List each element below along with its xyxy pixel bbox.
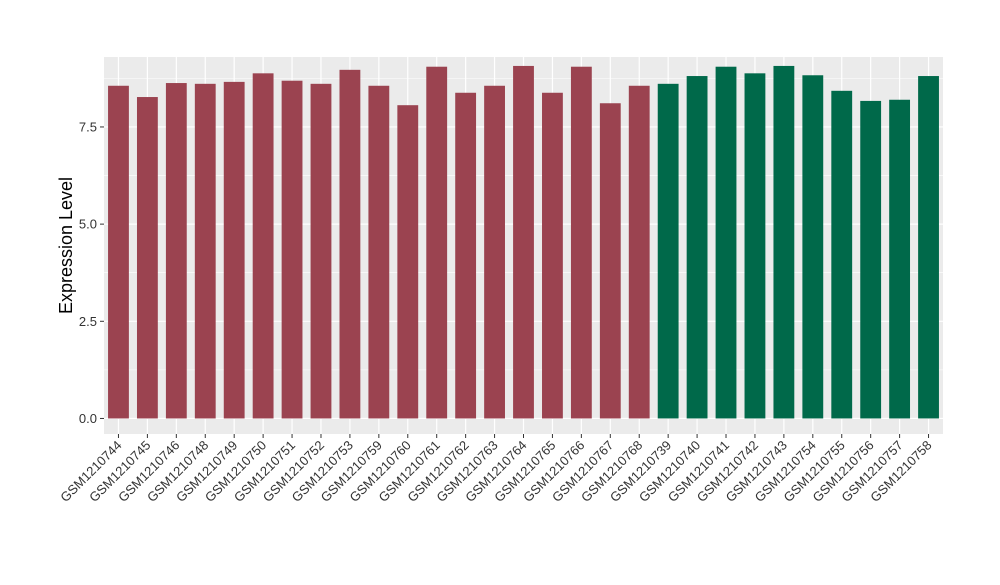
bar-GSM1210740	[686, 76, 708, 419]
y-tick-label: 2.5	[79, 314, 97, 329]
y-axis: 0.0 2.5 5.0 7.5	[79, 119, 104, 426]
y-tick-label: 5.0	[79, 217, 97, 232]
bar-GSM1210761	[426, 66, 448, 419]
bar-GSM1210741	[715, 66, 737, 419]
bar-GSM1210765	[542, 92, 563, 419]
y-tick-label: 0.0	[79, 411, 97, 426]
bar-GSM1210760	[397, 105, 419, 419]
bar-GSM1210754	[802, 75, 824, 419]
bar-GSM1210758	[918, 76, 939, 419]
bar-GSM1210749	[223, 81, 245, 419]
bar-GSM1210748	[194, 83, 216, 419]
bar-GSM1210767	[599, 103, 621, 419]
bar-GSM1210766	[570, 66, 592, 419]
bar-GSM1210751	[281, 80, 303, 419]
bar-GSM1210768	[628, 85, 650, 419]
bar-GSM1210744	[108, 85, 129, 419]
bar-GSM1210753	[339, 69, 361, 419]
bar-GSM1210755	[831, 90, 853, 419]
bar-GSM1210763	[484, 85, 505, 419]
bar-GSM1210759	[368, 85, 390, 419]
y-axis-label: Expression Level	[56, 177, 76, 314]
bar-GSM1210762	[455, 92, 477, 419]
bar-GSM1210764	[513, 65, 534, 419]
y-tick-label: 7.5	[79, 119, 97, 134]
bar-GSM1210745	[136, 97, 158, 419]
bar-GSM1210746	[165, 83, 187, 419]
bar-GSM1210752	[310, 83, 332, 419]
bar-GSM1210750	[252, 73, 274, 419]
bar-GSM1210743	[773, 65, 795, 419]
bar-GSM1210742	[744, 73, 766, 419]
bars	[108, 65, 939, 419]
bar-GSM1210739	[657, 83, 679, 419]
x-axis: GSM1210744GSM1210745GSM1210746GSM1210748…	[57, 434, 935, 505]
bar-GSM1210757	[889, 99, 911, 419]
bar-GSM1210756	[860, 100, 882, 419]
